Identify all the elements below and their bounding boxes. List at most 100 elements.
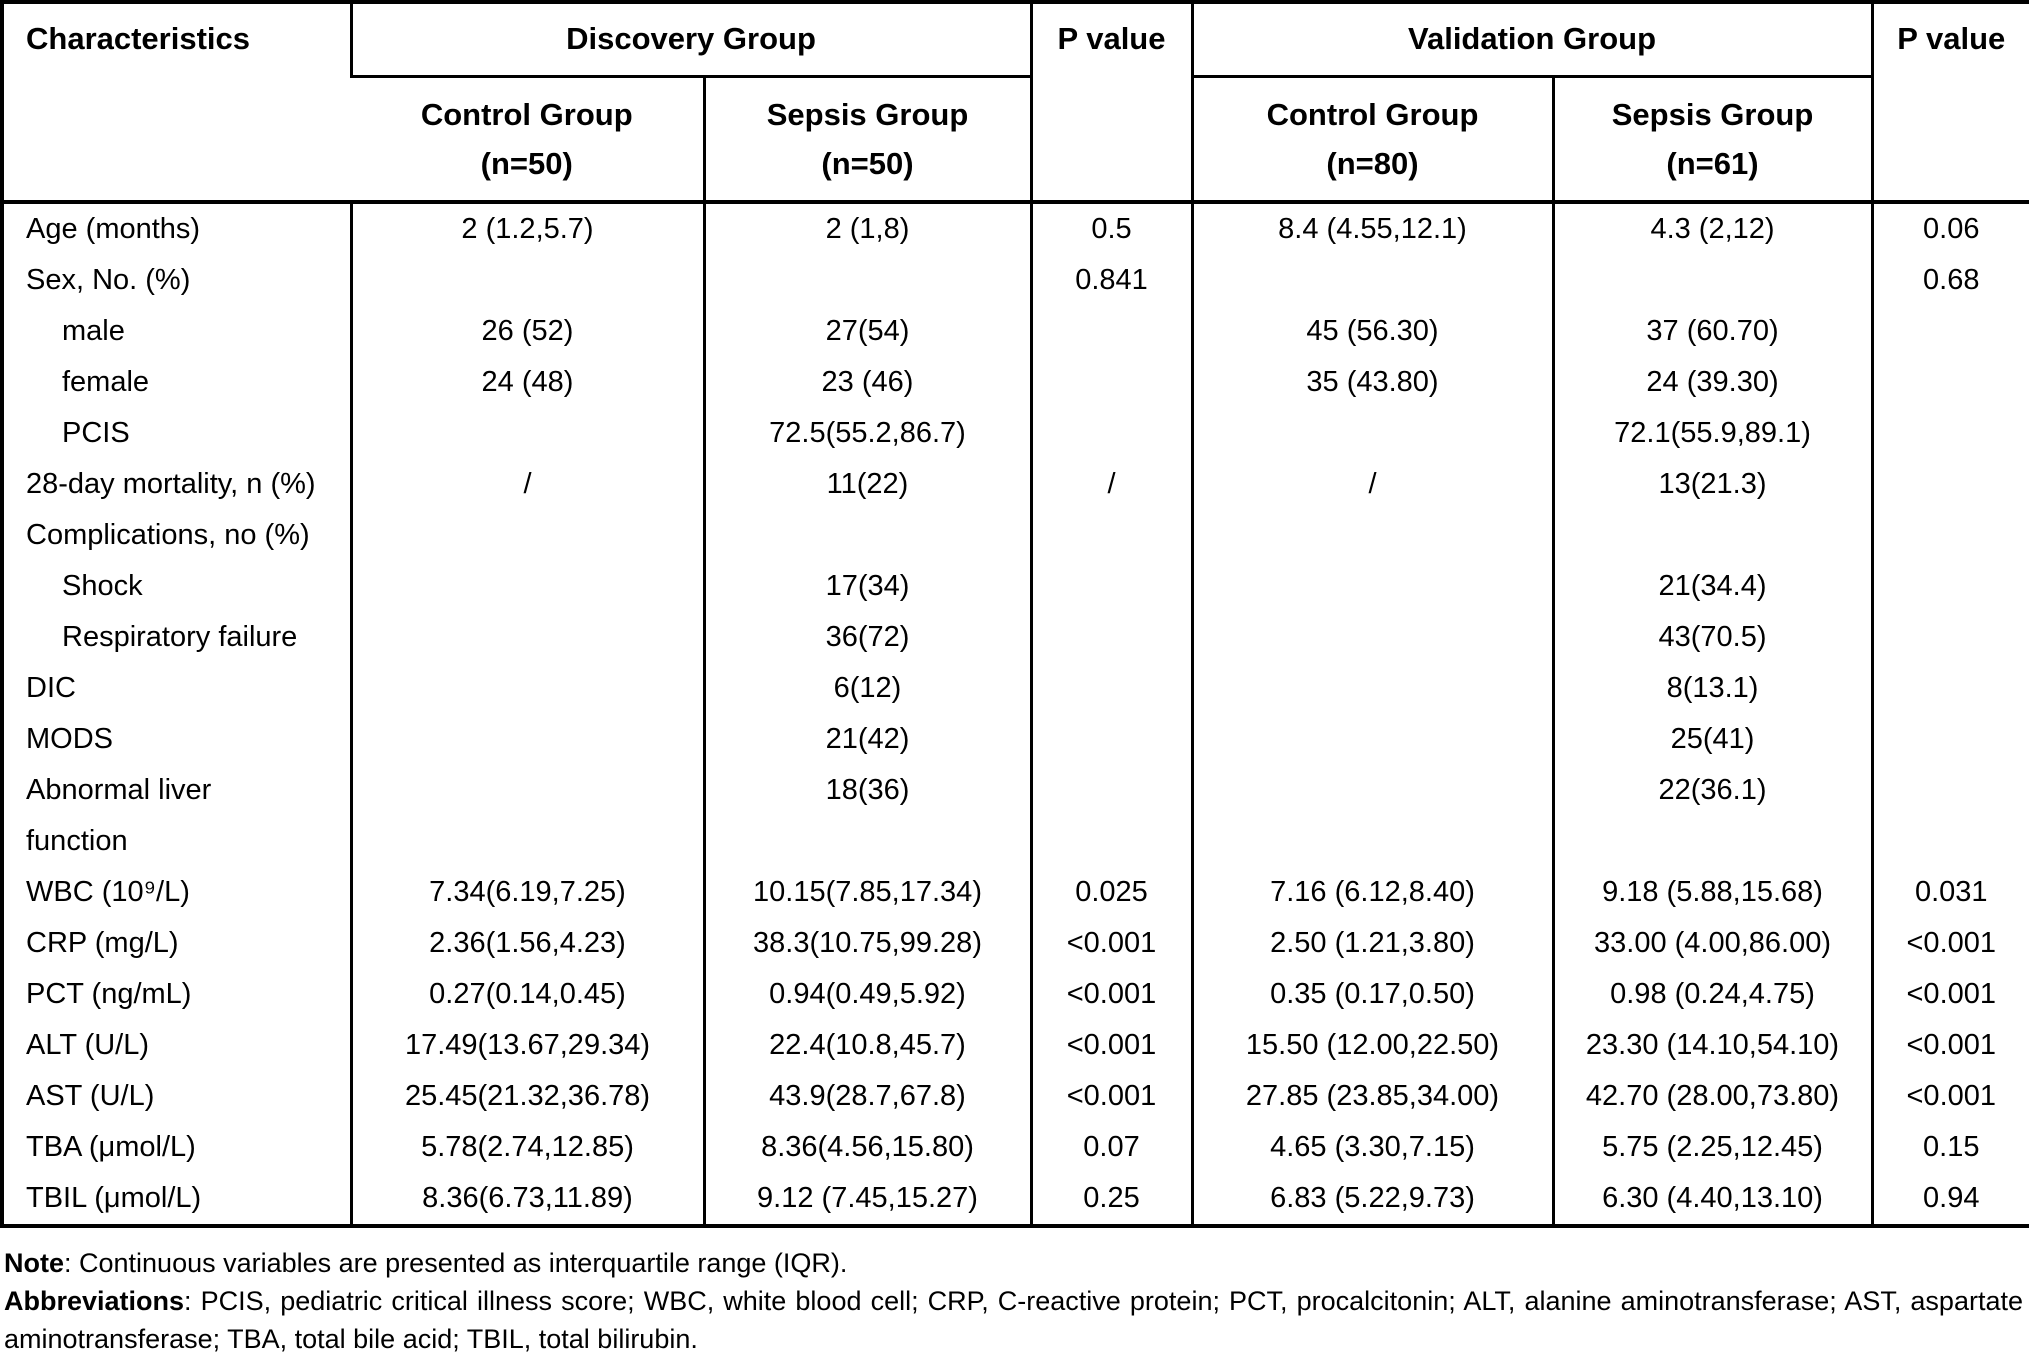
- discovery-sepsis-value: 8.36(4.56,15.80): [702, 1122, 1031, 1173]
- table-row: Abnormal liver function 18(36) 22(36.1): [2, 765, 2029, 867]
- validation-p-value: [1870, 765, 2029, 867]
- table-row: 28-day mortality, n (%) / 11(22) / / 13(…: [2, 459, 2029, 510]
- sub-header-row: Control Group (n=50) Sepsis Group (n=50)…: [2, 76, 2029, 202]
- validation-sepsis-value: 8(13.1): [1551, 663, 1873, 714]
- discovery-sepsis-value: 21(42): [702, 714, 1031, 765]
- discovery-p-value: <0.001: [1029, 918, 1192, 969]
- validation-p-value: [1870, 663, 2029, 714]
- discovery-control-value: 24 (48): [349, 357, 704, 408]
- discovery-p-value: <0.001: [1029, 1071, 1192, 1122]
- discovery-sepsis-value: [702, 255, 1031, 306]
- table-row: PCT (ng/mL) 0.27(0.14,0.45) 0.94(0.49,5.…: [2, 969, 2029, 1020]
- discovery-p-value: <0.001: [1029, 969, 1192, 1020]
- discovery-sepsis-value: [702, 510, 1031, 561]
- table-footnotes: Note: Continuous variables are presented…: [0, 1244, 2029, 1358]
- characteristics-header: Characteristics: [26, 21, 251, 56]
- validation-sepsis-value: 13(21.3): [1551, 459, 1873, 510]
- table-row: MODS 21(42) 25(41): [2, 714, 2029, 765]
- discovery-control-value: 2 (1.2,5.7): [349, 202, 704, 255]
- patient-characteristics-table: Characteristics Discovery Group P value …: [0, 0, 2029, 1228]
- validation-sepsis-value: 6.30 (4.40,13.10): [1551, 1173, 1873, 1226]
- validation-control-value: 0.35 (0.17,0.50): [1190, 969, 1553, 1020]
- row-label: TBIL (μmol/L): [26, 1182, 202, 1214]
- discovery-p-value: 0.25: [1029, 1173, 1192, 1226]
- discovery-control-value: 8.36(6.73,11.89): [349, 1173, 704, 1226]
- table-row: ALT (U/L) 17.49(13.67,29.34) 22.4(10.8,4…: [2, 1020, 2029, 1071]
- table-header: Characteristics Discovery Group P value …: [2, 2, 2029, 202]
- row-label: Age (months): [26, 213, 201, 245]
- validation-control-value: [1190, 612, 1553, 663]
- discovery-sepsis-value: 36(72): [702, 612, 1031, 663]
- validation-p-value: [1870, 561, 2029, 612]
- validation-control-value: 35 (43.80): [1190, 357, 1553, 408]
- table-row: Complications, no (%): [2, 510, 2029, 561]
- row-label: MODS: [26, 723, 113, 755]
- validation-group-header: Validation Group: [1190, 2, 1873, 78]
- validation-p-value: <0.001: [1870, 1071, 2029, 1122]
- row-label: PCT (ng/mL): [26, 978, 192, 1010]
- discovery-p-value: [1029, 663, 1192, 714]
- table-row: Sex, No. (%) 0.841 0.68: [2, 255, 2029, 306]
- discovery-sepsis-value: 38.3(10.75,99.28): [702, 918, 1031, 969]
- validation-sepsis-value: 4.3 (2,12): [1551, 202, 1873, 255]
- validation-control-value: [1190, 765, 1553, 867]
- validation-sepsis-value: 33.00 (4.00,86.00): [1551, 918, 1873, 969]
- row-label: Respiratory failure: [62, 621, 298, 653]
- discovery-p-value: 0.5: [1029, 202, 1192, 255]
- discovery-control-value: 0.27(0.14,0.45): [349, 969, 704, 1020]
- discovery-p-value: [1029, 357, 1192, 408]
- validation-p-value: [1870, 459, 2029, 510]
- group-header-row: Characteristics Discovery Group P value …: [2, 2, 2029, 202]
- validation-control-value: [1190, 408, 1553, 459]
- validation-sepsis-value: 37 (60.70): [1551, 306, 1873, 357]
- discovery-p-value: /: [1029, 459, 1192, 510]
- discovery-control-value: [349, 663, 704, 714]
- discovery-control-value: 5.78(2.74,12.85): [349, 1122, 704, 1173]
- validation-sepsis-value: [1551, 255, 1873, 306]
- abbreviations-label: Abbreviations: [4, 1286, 185, 1316]
- validation-control-value: 7.16 (6.12,8.40): [1190, 867, 1553, 918]
- table-row: Respiratory failure 36(72) 43(70.5): [2, 612, 2029, 663]
- discovery-p-value: [1029, 510, 1192, 561]
- note-line: Note: Continuous variables are presented…: [4, 1244, 2023, 1282]
- validation-control-value: 15.50 (12.00,22.50): [1190, 1020, 1553, 1071]
- validation-sepsis-value: [1551, 510, 1873, 561]
- validation-p-value: [1870, 357, 2029, 408]
- discovery-control-header: Control Group (n=50): [420, 96, 633, 181]
- discovery-sepsis-value: 22.4(10.8,45.7): [702, 1020, 1031, 1071]
- table-row: Age (months) 2 (1.2,5.7) 2 (1,8) 0.5 8.4…: [2, 202, 2029, 255]
- discovery-control-value: 2.36(1.56,4.23): [349, 918, 704, 969]
- p-value-header-discovery: P value: [1029, 2, 1192, 202]
- row-label: Abnormal liver function: [26, 774, 212, 857]
- discovery-group-header: Discovery Group: [349, 2, 1031, 78]
- discovery-p-value: [1029, 408, 1192, 459]
- validation-control-value: 27.85 (23.85,34.00): [1190, 1071, 1553, 1122]
- table-row: female 24 (48) 23 (46) 35 (43.80) 24 (39…: [2, 357, 2029, 408]
- discovery-control-value: 7.34(6.19,7.25): [349, 867, 704, 918]
- discovery-control-value: [349, 408, 704, 459]
- validation-p-value: [1870, 306, 2029, 357]
- discovery-sepsis-header: Sepsis Group (n=50): [702, 76, 1031, 202]
- validation-p-value: 0.06: [1870, 202, 2029, 255]
- row-label: TBA (μmol/L): [26, 1131, 196, 1163]
- row-label: CRP (mg/L): [26, 927, 179, 959]
- row-label: ALT (U/L): [26, 1029, 150, 1061]
- validation-p-value: <0.001: [1870, 918, 2029, 969]
- note-text: : Continuous variables are presented as …: [64, 1248, 848, 1278]
- note-label: Note: [4, 1248, 64, 1278]
- discovery-control-value: 17.49(13.67,29.34): [349, 1020, 704, 1071]
- validation-sepsis-value: 72.1(55.9,89.1): [1551, 408, 1873, 459]
- discovery-control-value: 25.45(21.32,36.78): [349, 1071, 704, 1122]
- validation-p-value: 0.15: [1870, 1122, 2029, 1173]
- row-label: Complications, no (%): [26, 519, 310, 551]
- validation-p-value: [1870, 510, 2029, 561]
- abbreviations-text: : PCIS, pediatric critical illness score…: [4, 1286, 2023, 1354]
- discovery-control-value: [349, 612, 704, 663]
- discovery-control-value: 26 (52): [349, 306, 704, 357]
- discovery-p-value: 0.07: [1029, 1122, 1192, 1173]
- discovery-control-value: /: [349, 459, 704, 510]
- discovery-p-value: [1029, 714, 1192, 765]
- discovery-sepsis-value: 18(36): [702, 765, 1031, 867]
- discovery-sepsis-value: 2 (1,8): [702, 202, 1031, 255]
- validation-control-value: [1190, 714, 1553, 765]
